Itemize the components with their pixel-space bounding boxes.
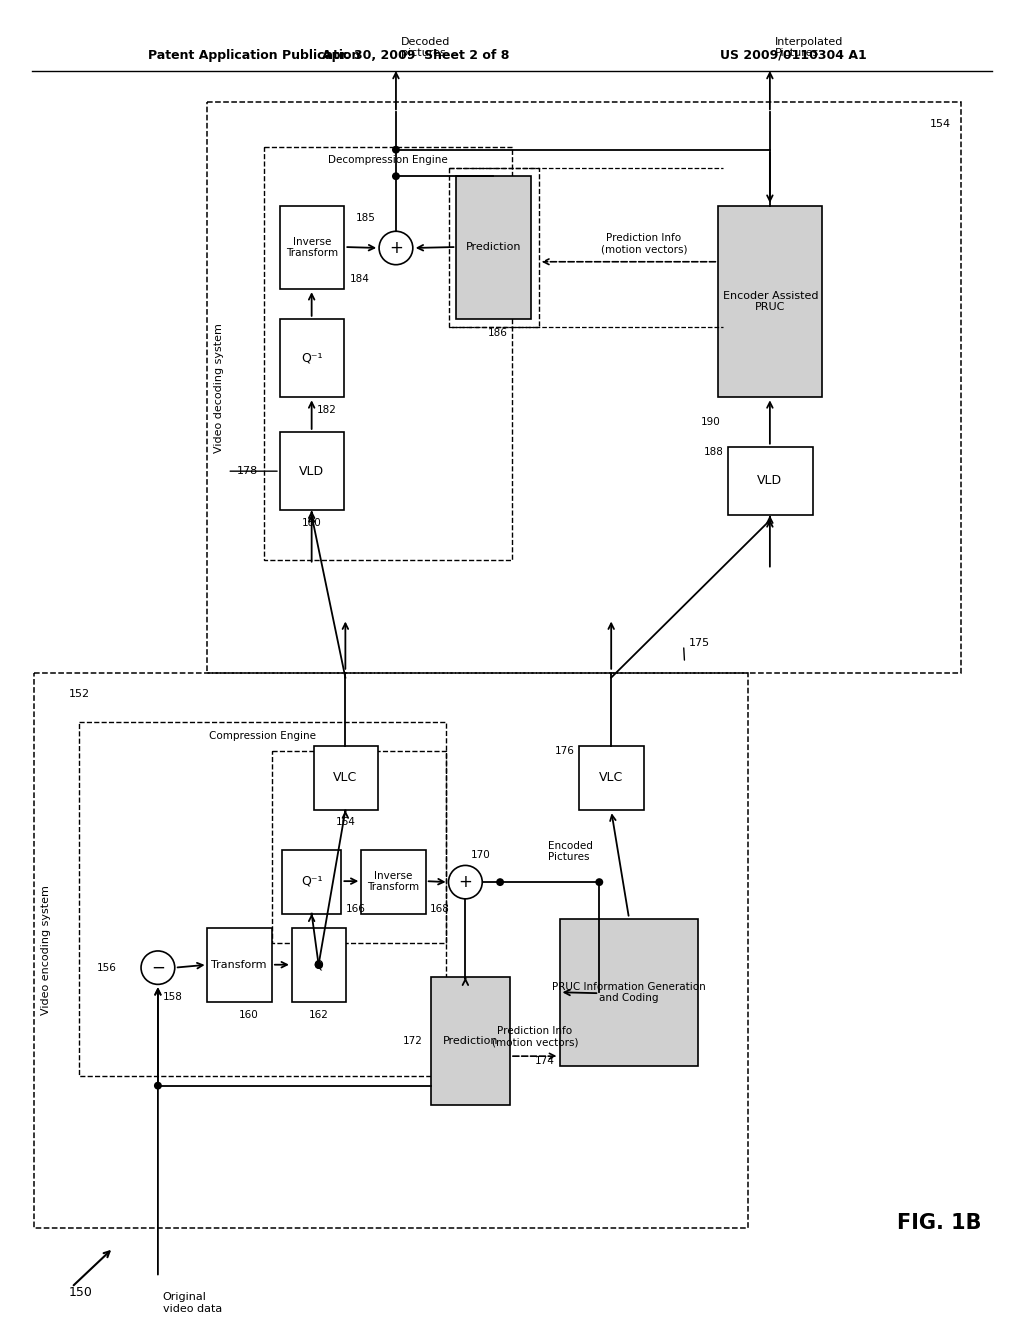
Bar <box>79 722 445 1076</box>
Bar <box>449 169 539 326</box>
Text: Inverse: Inverse <box>293 238 332 247</box>
Text: Q⁻¹: Q⁻¹ <box>301 875 323 887</box>
Text: 156: 156 <box>96 962 117 973</box>
Circle shape <box>154 1081 162 1089</box>
Text: 152: 152 <box>69 689 90 700</box>
Text: Prediction: Prediction <box>465 242 521 252</box>
Text: Patent Application Publication: Patent Application Publication <box>148 49 360 62</box>
Text: Transform: Transform <box>286 248 338 257</box>
Text: Decompression Engine: Decompression Engine <box>328 156 447 165</box>
Text: −: − <box>151 958 165 977</box>
Bar <box>264 147 512 560</box>
Text: Compression Engine: Compression Engine <box>209 731 315 741</box>
Text: Prediction Info
(motion vectors): Prediction Info (motion vectors) <box>492 1026 579 1047</box>
Text: Prediction: Prediction <box>442 1036 498 1047</box>
Text: PRUC Information Generation: PRUC Information Generation <box>552 982 706 991</box>
Text: 176: 176 <box>555 746 574 756</box>
Text: FIG. 1B: FIG. 1B <box>897 1213 981 1233</box>
Bar <box>292 928 346 1002</box>
Text: Video decoding system: Video decoding system <box>214 322 224 453</box>
Circle shape <box>392 173 400 180</box>
Text: Video encoding system: Video encoding system <box>41 884 51 1015</box>
Bar <box>718 206 822 397</box>
Text: VLC: VLC <box>599 771 624 784</box>
Bar <box>208 928 272 1002</box>
Circle shape <box>392 145 400 153</box>
Bar <box>280 318 344 397</box>
Text: +: + <box>389 239 402 257</box>
Text: Transform: Transform <box>212 960 267 970</box>
Text: 160: 160 <box>240 1010 259 1020</box>
Bar <box>313 746 378 810</box>
Text: 172: 172 <box>402 1036 423 1047</box>
Text: Original
video data: Original video data <box>163 1292 222 1313</box>
Bar <box>728 446 812 515</box>
Text: 188: 188 <box>703 446 723 457</box>
Text: Transform: Transform <box>368 882 420 892</box>
Text: VLD: VLD <box>299 465 325 478</box>
Text: 180: 180 <box>302 519 322 528</box>
Bar <box>559 919 698 1067</box>
Text: 170: 170 <box>470 850 490 859</box>
Text: 185: 185 <box>356 214 376 223</box>
Text: 186: 186 <box>488 327 508 338</box>
Text: 158: 158 <box>163 993 182 1002</box>
Text: Q: Q <box>313 958 324 972</box>
Text: Encoder Assisted: Encoder Assisted <box>723 290 818 301</box>
Bar <box>272 751 445 942</box>
Text: and Coding: and Coding <box>599 993 658 1003</box>
Bar <box>280 206 344 289</box>
Text: 174: 174 <box>535 1056 555 1067</box>
Text: Inverse: Inverse <box>375 871 413 882</box>
Text: Apr. 30, 2009  Sheet 2 of 8: Apr. 30, 2009 Sheet 2 of 8 <box>323 49 510 62</box>
Text: Prediction Info
(motion vectors): Prediction Info (motion vectors) <box>601 234 687 255</box>
Text: Interpolated
Pictures: Interpolated Pictures <box>775 37 843 58</box>
Bar <box>361 850 426 913</box>
Bar <box>457 176 530 318</box>
Bar <box>431 978 510 1105</box>
Text: VLC: VLC <box>333 771 357 784</box>
Text: 178: 178 <box>238 466 258 477</box>
Text: 190: 190 <box>700 417 720 426</box>
Text: 182: 182 <box>316 405 337 416</box>
Circle shape <box>141 950 175 985</box>
Text: Decoded
pictures: Decoded pictures <box>401 37 451 58</box>
Text: Encoded
Pictures: Encoded Pictures <box>548 841 593 862</box>
Text: 150: 150 <box>69 1286 92 1299</box>
Text: 164: 164 <box>336 817 355 828</box>
Text: 154: 154 <box>930 119 951 129</box>
Text: +: + <box>459 873 472 891</box>
Text: 184: 184 <box>349 275 370 284</box>
Bar <box>282 850 341 913</box>
Circle shape <box>595 878 603 886</box>
Text: US 2009/0110304 A1: US 2009/0110304 A1 <box>720 49 867 62</box>
Text: 175: 175 <box>688 638 710 648</box>
Circle shape <box>449 866 482 899</box>
Bar <box>580 746 644 810</box>
Circle shape <box>379 231 413 265</box>
Text: Q⁻¹: Q⁻¹ <box>301 351 323 364</box>
Text: 162: 162 <box>308 1010 329 1020</box>
Bar <box>280 432 344 511</box>
Circle shape <box>497 878 504 886</box>
Text: 168: 168 <box>430 904 450 913</box>
Text: PRUC: PRUC <box>755 302 785 313</box>
Bar <box>34 673 749 1228</box>
Text: 166: 166 <box>345 904 366 913</box>
Bar <box>208 103 962 673</box>
Text: VLD: VLD <box>758 474 782 487</box>
Circle shape <box>314 961 323 969</box>
